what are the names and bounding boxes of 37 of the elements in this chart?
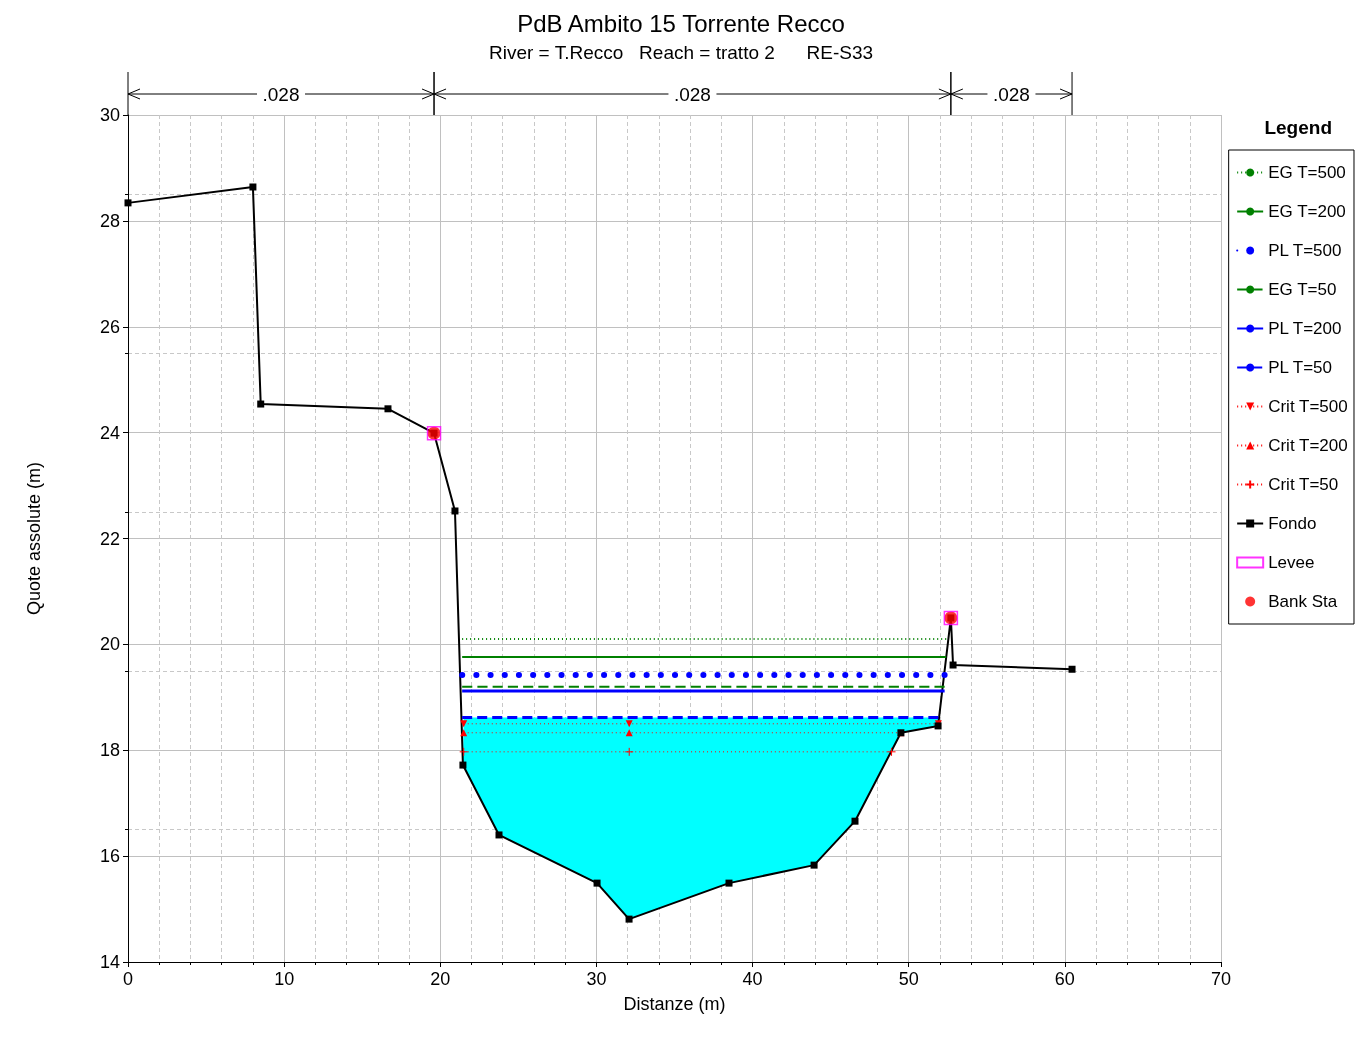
- y-tick-label: 26: [99, 316, 120, 337]
- y-tick-label: 28: [99, 210, 120, 231]
- legend-title: Legend: [1264, 117, 1332, 138]
- chart-title: PdB Ambito 15 Torrente Recco: [517, 9, 845, 37]
- y-tick-label: 16: [99, 846, 120, 867]
- x-tick-label: 40: [742, 969, 763, 989]
- legend-label: PL T=200: [1268, 319, 1342, 338]
- x-axis-title: Distanze (m): [623, 994, 726, 1014]
- y-tick-label: 24: [99, 422, 120, 443]
- x-tick-label: 20: [430, 969, 451, 989]
- legend-label: Fondo: [1268, 514, 1317, 533]
- x-tick-label: 10: [274, 969, 295, 989]
- y-axis-title: Quote assolute (m): [24, 461, 44, 616]
- x-tick-label: 0: [122, 969, 134, 989]
- legend-label: EG T=50: [1268, 280, 1337, 299]
- x-tick-label: 30: [586, 969, 607, 989]
- x-tick-label: 50: [898, 969, 919, 989]
- chart-subtitle: River = T.Recco Reach = tratto 2 RE-S33: [488, 42, 874, 63]
- legend-label: Crit T=500: [1268, 397, 1348, 416]
- y-tick-label: 14: [99, 952, 120, 972]
- text: .028: [262, 84, 300, 105]
- text: .028: [992, 84, 1030, 105]
- legend-label: EG T=500: [1268, 163, 1346, 182]
- legend-label: PL T=50: [1268, 358, 1332, 377]
- y-tick-label: 20: [99, 634, 120, 655]
- text: .028: [673, 84, 711, 105]
- y-tick-label: 30: [99, 105, 120, 125]
- x-tick-label: 60: [1054, 969, 1075, 989]
- legend-label: Crit T=200: [1268, 436, 1348, 455]
- legend-label: PL T=500: [1268, 241, 1342, 260]
- y-tick-label: 22: [99, 528, 120, 549]
- legend-label: EG T=200: [1268, 202, 1346, 221]
- legend-label: Levee: [1268, 553, 1315, 572]
- x-tick-label: 70: [1210, 969, 1232, 989]
- legend-label: Bank Sta: [1268, 592, 1338, 611]
- legend-label: Crit T=50: [1268, 475, 1339, 494]
- y-tick-label: 18: [99, 740, 120, 761]
